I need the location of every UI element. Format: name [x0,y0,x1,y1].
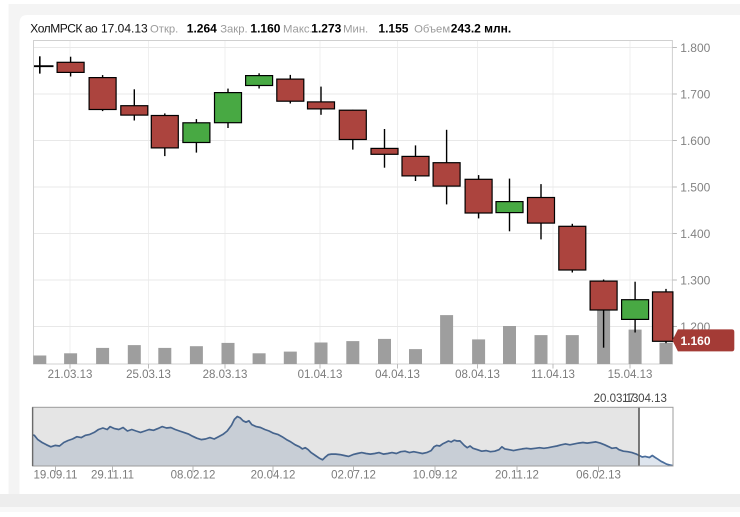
svg-text:08.04.13: 08.04.13 [455,369,500,381]
svg-text:Мин.: Мин. [343,23,368,35]
svg-text:Макс.: Макс. [283,23,313,35]
svg-text:1.264: 1.264 [187,21,217,35]
svg-text:1.273: 1.273 [311,21,341,35]
svg-text:20.04.12: 20.04.12 [251,470,296,482]
svg-text:1.160: 1.160 [250,21,280,35]
svg-text:06.02.13: 06.02.13 [576,470,621,482]
svg-text:1.500: 1.500 [680,180,710,194]
svg-text:29.11.11: 29.11.11 [91,470,134,482]
svg-text:243.2 млн.: 243.2 млн. [451,21,511,35]
svg-text:Объем: Объем [414,23,450,35]
svg-text:15.04.13: 15.04.13 [608,369,653,381]
svg-text:21.03.13: 21.03.13 [48,369,93,381]
svg-text:20.11.12: 20.11.12 [495,470,539,482]
svg-text:17.04.13: 17.04.13 [622,393,667,405]
svg-text:1.700: 1.700 [680,87,710,101]
svg-text:10.09.12: 10.09.12 [413,470,458,482]
svg-text:ХолМРСК ао: ХолМРСК ао [30,21,98,35]
svg-text:Закр.: Закр. [220,23,247,35]
svg-text:Откр.: Откр. [150,23,178,35]
svg-text:04.04.13: 04.04.13 [375,369,420,381]
svg-text:1.600: 1.600 [680,134,710,148]
svg-text:17.04.13: 17.04.13 [101,21,148,35]
svg-text:02.07.12: 02.07.12 [331,470,376,482]
svg-text:1.400: 1.400 [680,227,710,241]
svg-text:1.160: 1.160 [681,334,711,348]
svg-text:1.800: 1.800 [680,41,710,55]
svg-text:19.09.11: 19.09.11 [34,470,78,482]
svg-text:1.155: 1.155 [378,21,408,35]
svg-text:25.03.13: 25.03.13 [126,369,171,381]
svg-text:1.300: 1.300 [680,273,710,287]
svg-text:11.04.13: 11.04.13 [531,369,575,381]
svg-text:28.03.13: 28.03.13 [203,369,248,381]
svg-text:01.04.13: 01.04.13 [298,369,343,381]
svg-text:08.02.12: 08.02.12 [171,470,216,482]
